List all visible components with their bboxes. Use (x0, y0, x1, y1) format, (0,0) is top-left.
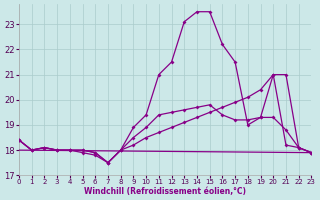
X-axis label: Windchill (Refroidissement éolien,°C): Windchill (Refroidissement éolien,°C) (84, 187, 246, 196)
